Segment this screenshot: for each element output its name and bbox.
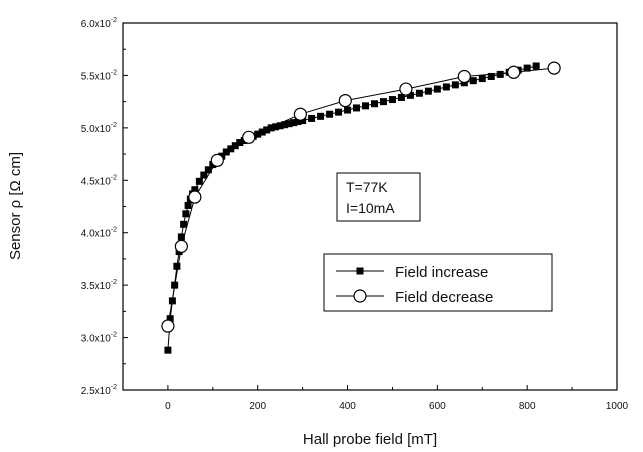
point-field-increase bbox=[285, 120, 293, 128]
point-field-increase bbox=[469, 77, 477, 85]
point-field-decrease bbox=[338, 93, 352, 108]
point-field-increase bbox=[195, 177, 203, 185]
point-field-increase bbox=[272, 123, 280, 131]
point-field-increase bbox=[299, 117, 307, 125]
y-tick-label: 3.0x10-2 bbox=[81, 332, 117, 345]
point-field-increase bbox=[180, 220, 188, 228]
annotation-box: T=77K I=10mA bbox=[336, 172, 421, 222]
point-field-increase bbox=[276, 122, 284, 130]
point-field-increase bbox=[191, 186, 199, 194]
point-field-increase bbox=[184, 201, 192, 209]
point-field-increase bbox=[353, 104, 361, 112]
point-field-increase bbox=[451, 81, 459, 89]
point-field-increase bbox=[227, 145, 235, 153]
point-field-increase bbox=[433, 85, 441, 93]
point-field-decrease bbox=[188, 190, 202, 204]
annotation-temperature: T=77K bbox=[346, 179, 388, 195]
x-axis-title: Hall probe field [mT] bbox=[303, 431, 437, 448]
legend: Field increase Field decrease bbox=[323, 253, 553, 312]
point-field-decrease bbox=[174, 239, 188, 253]
x-tick-label: 400 bbox=[339, 401, 356, 412]
point-field-increase bbox=[182, 210, 190, 218]
point-field-decrease bbox=[457, 69, 471, 84]
point-field-increase bbox=[478, 75, 486, 83]
y-tick-label: 6.0x10-2 bbox=[81, 17, 117, 30]
x-tick-label: 800 bbox=[519, 401, 536, 412]
y-tick-label: 2.5x10-2 bbox=[81, 384, 117, 397]
point-field-increase bbox=[326, 110, 334, 118]
annotation-current: I=10mA bbox=[346, 200, 395, 216]
point-field-increase bbox=[496, 70, 504, 78]
point-field-increase bbox=[254, 130, 262, 138]
point-field-decrease bbox=[547, 61, 561, 75]
y-tick-label: 5.0x10-2 bbox=[81, 122, 117, 135]
y-tick-label: 3.5x10-2 bbox=[81, 279, 117, 292]
point-field-increase bbox=[236, 139, 244, 147]
x-tick-label: 0 bbox=[165, 401, 171, 412]
legend-marker-field-increase bbox=[356, 267, 364, 275]
point-field-increase bbox=[344, 106, 352, 114]
point-field-increase bbox=[164, 346, 172, 354]
point-field-increase bbox=[168, 297, 176, 305]
legend-label-field-increase: Field increase bbox=[395, 264, 488, 281]
point-field-increase bbox=[267, 124, 275, 132]
y-axis-title: Sensor ρ [Ω cm] bbox=[7, 152, 24, 260]
series-markers bbox=[161, 61, 561, 354]
annotation-frame bbox=[336, 172, 421, 222]
point-field-increase bbox=[290, 119, 298, 127]
y-tick-label: 4.5x10-2 bbox=[81, 174, 117, 187]
point-field-increase bbox=[388, 96, 396, 104]
point-field-increase bbox=[222, 148, 230, 156]
point-field-increase bbox=[177, 233, 185, 241]
point-field-increase bbox=[362, 102, 370, 110]
point-field-increase bbox=[442, 83, 450, 91]
point-field-decrease bbox=[242, 130, 256, 144]
legend-marker-field-decrease bbox=[353, 289, 367, 303]
point-field-decrease bbox=[293, 107, 307, 121]
point-field-increase bbox=[406, 91, 414, 99]
y-tick-label: 5.5x10-2 bbox=[81, 69, 117, 82]
point-field-decrease bbox=[210, 153, 224, 167]
point-field-increase bbox=[204, 166, 212, 174]
legend-label-field-decrease: Field decrease bbox=[395, 289, 493, 306]
point-field-increase bbox=[379, 98, 387, 106]
point-field-increase bbox=[335, 108, 343, 116]
point-field-increase bbox=[370, 100, 378, 108]
point-field-decrease bbox=[399, 82, 413, 96]
point-field-increase bbox=[487, 72, 495, 80]
point-field-increase bbox=[523, 64, 531, 72]
y-tick-label: 4.0x10-2 bbox=[81, 227, 117, 240]
point-field-increase bbox=[200, 171, 208, 179]
point-field-increase bbox=[294, 118, 302, 126]
y-axis-ticks: 2.5x10-2 3.0x10-2 3.5x10-2 4.0x10-2 4.5x10-2… bbox=[81, 17, 128, 397]
point-field-increase bbox=[532, 62, 540, 70]
x-tick-label: 1000 bbox=[606, 401, 629, 412]
point-field-increase bbox=[166, 315, 174, 323]
x-tick-label: 200 bbox=[249, 401, 266, 412]
x-tick-label: 600 bbox=[429, 401, 446, 412]
point-field-increase bbox=[231, 142, 239, 150]
point-field-decrease bbox=[161, 319, 175, 333]
point-field-increase bbox=[171, 281, 179, 289]
point-field-increase bbox=[397, 93, 405, 101]
point-field-increase bbox=[308, 114, 316, 122]
point-field-increase bbox=[424, 87, 432, 95]
point-field-increase bbox=[281, 121, 289, 129]
point-field-increase bbox=[173, 262, 181, 270]
point-field-increase bbox=[415, 89, 423, 97]
point-field-increase bbox=[258, 128, 266, 136]
x-axis-ticks: 0 200 400 600 800 1000 bbox=[122, 385, 629, 412]
point-field-increase bbox=[317, 112, 325, 120]
point-field-increase bbox=[263, 126, 271, 134]
point-field-decrease bbox=[507, 65, 521, 79]
